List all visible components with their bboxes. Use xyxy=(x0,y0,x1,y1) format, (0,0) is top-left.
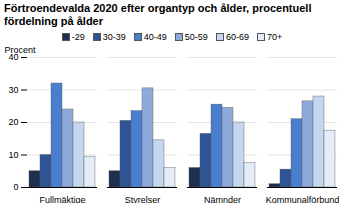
svg-text:Procent: Procent xyxy=(5,45,37,55)
svg-text:Nämnder: Nämnder xyxy=(204,195,241,203)
svg-text:10: 10 xyxy=(8,150,18,160)
html-text:60-69: 60-69 xyxy=(225,31,249,42)
html-text:30-39: 30-39 xyxy=(102,31,126,42)
html-text:50-59: 50-59 xyxy=(184,31,208,42)
svg-text:20: 20 xyxy=(8,117,18,127)
html-text:Förtroendevalda 2020 efter org: Förtroendevalda 2020 efter organtyp och … xyxy=(4,2,312,27)
html-text:-29: -29 xyxy=(71,31,85,42)
svg-text:Styrelser: Styrelser xyxy=(125,195,161,203)
svg-text:30: 30 xyxy=(8,85,18,95)
html-text:70+: 70+ xyxy=(266,31,283,42)
html-text:40-49: 40-49 xyxy=(143,31,167,42)
svg-text:40: 40 xyxy=(8,52,19,63)
svg-text:Kommunalförbund: Kommunalförbund xyxy=(266,195,340,203)
svg-text:Fullmäktige: Fullmäktige xyxy=(39,195,85,203)
svg-text:0: 0 xyxy=(13,182,18,192)
